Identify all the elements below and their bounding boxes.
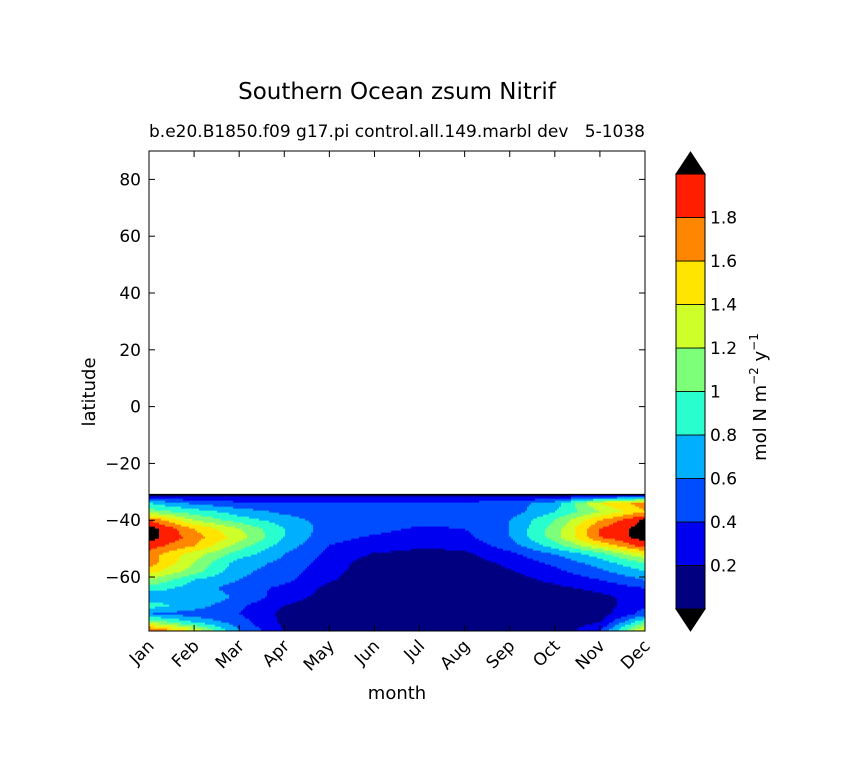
chart-title: Southern Ocean zsum Nitrif [238,79,557,105]
figure: Southern Ocean zsum Nitrif b.e20.B1850.f… [0,0,852,783]
chart-subtitle-right: 5-1038 [585,122,645,142]
chart-subtitle: b.e20.B1850.f09 g17.pi control.all.149.m… [149,122,568,142]
contour-field [149,495,646,634]
